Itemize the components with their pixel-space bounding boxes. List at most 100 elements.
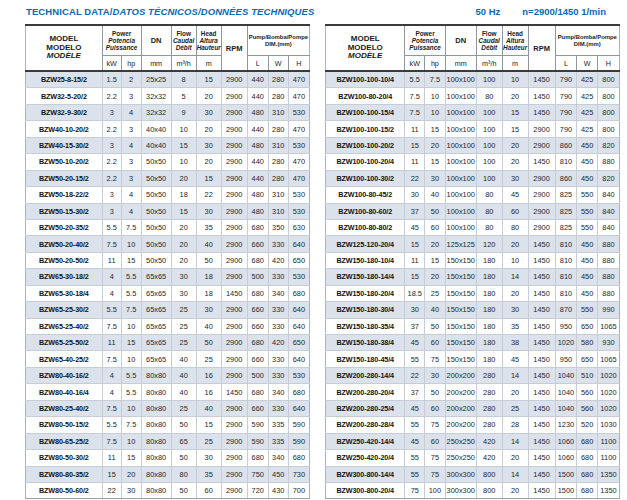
table-row: BZW40-10-20/22.2340x4010202900440280470 <box>26 121 310 137</box>
table-row: BZW80-40-16/445.580x8040161450680340680 <box>26 384 310 400</box>
cell-dn: 100x100 <box>445 170 476 186</box>
pump-dim-unit-label: DIM.(mm) <box>556 41 619 48</box>
cell-l: 790 <box>555 71 577 88</box>
cell-l: 1230 <box>555 417 577 433</box>
cell-kw: 15 <box>405 137 425 153</box>
cell-h: 530 <box>288 104 309 120</box>
cell-h: 1020 <box>597 400 619 416</box>
table-row: BZW50-18-22/23450x5018222900480310530 <box>26 187 310 203</box>
cell-kw: 15 <box>405 269 425 285</box>
cell-head: 20 <box>196 88 221 104</box>
cell-rpm: 1450 <box>221 285 247 301</box>
table-row: BZW150-180-45/45575150x15018045145095065… <box>326 351 620 367</box>
cell-head: 80 <box>502 219 528 235</box>
cell-l: 810 <box>555 252 577 268</box>
flow-label-es: Caudal <box>172 37 196 44</box>
unit-hp: hp <box>425 56 446 72</box>
pump-dim-unit-label: DIM.(mm) <box>248 41 309 48</box>
cell-h: 840 <box>597 203 619 219</box>
cell-kw: 4 <box>102 285 121 301</box>
cell-l: 590 <box>247 433 268 449</box>
cell-dn: 50x50 <box>141 170 171 186</box>
cell-kw: 45 <box>405 433 425 449</box>
cell-w: 310 <box>268 104 288 120</box>
table-row: BZW100-80-20/47.510100x10080201450790425… <box>326 88 620 104</box>
cell-flow: 20 <box>171 219 196 235</box>
cell-dn: 50x50 <box>141 203 171 219</box>
cell-head: 15 <box>502 104 528 120</box>
cell-flow: 30 <box>171 269 196 285</box>
cell-l: 1500 <box>555 482 577 498</box>
col-header-rpm: RPM <box>221 25 247 71</box>
cell-h: 840 <box>597 187 619 203</box>
cell-hp: 75 <box>425 450 446 466</box>
cell-head: 20 <box>502 154 528 170</box>
cell-flow: 80 <box>476 187 502 203</box>
cell-dn: 100x100 <box>445 104 476 120</box>
cell-hp: 4 <box>121 104 141 120</box>
cell-rpm: 2900 <box>221 219 247 235</box>
cell-dn: 200x200 <box>445 367 476 383</box>
cell-head: 40 <box>196 318 221 334</box>
pump-dim-label: Pump/Bomba/Pompe <box>248 34 309 41</box>
table-row: BZW50-20-35/25.57.550x502035290068035063… <box>26 219 310 235</box>
cell-head: 18 <box>196 285 221 301</box>
cell-h: 800 <box>597 88 619 104</box>
table-row: BZW32-5-20/22.2332x325202900440280470 <box>26 88 310 104</box>
page-title-translations: DATOS TÉCNICOS/DONNÉES TECHNIQUES <box>112 6 314 17</box>
cell-rpm: 2900 <box>221 71 247 88</box>
cell-rpm: 2900 <box>221 88 247 104</box>
cell-w: 330 <box>268 269 288 285</box>
table-row: BZW65-25-30/25.57.565x652530290066033064… <box>26 302 310 318</box>
cell-kw: 3 <box>102 187 121 203</box>
cell-w: 340 <box>268 450 288 466</box>
cell-rpm: 1450 <box>528 104 555 120</box>
col-header-rpm: RPM <box>528 25 555 71</box>
unit-flow: m³/h <box>476 56 502 72</box>
cell-head: 38 <box>502 335 528 351</box>
cell-l: 480 <box>247 137 268 153</box>
cell-hp: 4 <box>121 137 141 153</box>
cell-kw: 22 <box>405 367 425 383</box>
cell-flow: 180 <box>476 302 502 318</box>
cell-dn: 150x150 <box>445 269 476 285</box>
cell-flow: 25 <box>171 318 196 334</box>
unit-flow: m³/h <box>171 56 196 72</box>
cell-h: 590 <box>288 417 309 433</box>
cell-h: 640 <box>288 236 309 252</box>
cell-h: 1100 <box>597 450 619 466</box>
cell-flow: 100 <box>476 154 502 170</box>
cell-flow: 10 <box>171 154 196 170</box>
cell-w: 510 <box>577 367 598 383</box>
cell-kw: 11 <box>102 450 121 466</box>
cell-model: BZW100-80-60/2 <box>326 203 405 219</box>
table-row: BZW80-50-60/2223080x8050602900720430700 <box>26 482 310 498</box>
col-header-head: Head Altura Hauteur <box>196 25 221 56</box>
cell-l: 950 <box>555 351 577 367</box>
cell-flow: 100 <box>476 104 502 120</box>
cell-w: 580 <box>577 335 598 351</box>
cell-h: 730 <box>288 466 309 482</box>
cell-flow: 180 <box>476 318 502 334</box>
cell-head: 35 <box>196 466 221 482</box>
cell-head: 15 <box>196 417 221 433</box>
cell-model: BZW100-100-15/4 <box>326 104 405 120</box>
cell-head: 14 <box>502 269 528 285</box>
table-row: BZW300-800-20/475100300x3008002014501500… <box>326 482 620 498</box>
cell-model: BZW40-15-30/2 <box>26 137 103 153</box>
cell-l: 810 <box>555 236 577 252</box>
cell-rpm: 1450 <box>528 400 555 416</box>
cell-hp: 4 <box>121 187 141 203</box>
cell-rpm: 2900 <box>221 466 247 482</box>
cell-rpm: 1450 <box>528 71 555 88</box>
cell-model: BZW150-180-14/4 <box>326 269 405 285</box>
cell-flow: 80 <box>476 219 502 235</box>
flow-label-es: Caudal <box>477 37 502 44</box>
pump-dim-label: Pump/Bomba/Pompe <box>556 34 619 41</box>
cell-hp: 60 <box>425 433 446 449</box>
cell-hp: 3 <box>121 88 141 104</box>
cell-dn: 250x250 <box>445 433 476 449</box>
cell-hp: 10 <box>425 104 446 120</box>
cell-kw: 11 <box>102 252 121 268</box>
cell-h: 880 <box>597 236 619 252</box>
